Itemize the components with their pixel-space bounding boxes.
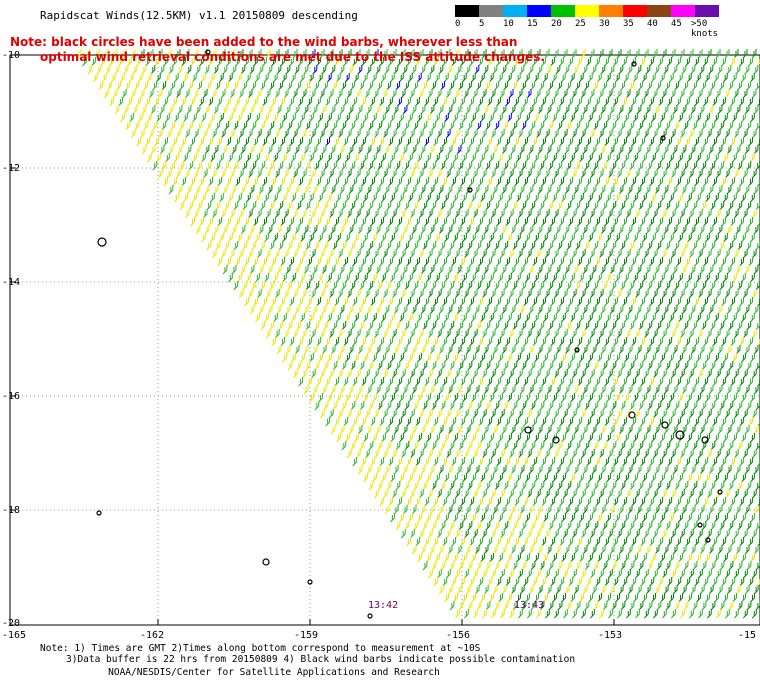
wind-speed-legend: 0 5 10 15 20 25 30 35 40 45 >50 knots — [455, 5, 719, 39]
wind-barb — [114, 105, 120, 115]
legend-swatch — [623, 5, 647, 17]
attitude-warning-note: Note: black circles have been added to t… — [10, 35, 570, 65]
lat-label-14s: -14 — [2, 277, 21, 288]
wind-barb — [190, 217, 195, 227]
legend-swatch — [647, 5, 671, 17]
wind-barb — [87, 65, 93, 75]
legend-swatch — [575, 5, 599, 17]
wind-barb — [98, 81, 104, 91]
lon-label-150w: -15 — [738, 630, 757, 641]
lon-label-162w: -162 — [140, 630, 165, 641]
wind-barb — [82, 57, 87, 67]
legend-label: 45 — [671, 19, 682, 29]
legend-swatch — [455, 5, 479, 17]
legend-label: >50 knots — [691, 19, 719, 39]
wind-barb — [76, 49, 82, 59]
legend-label: 30 — [599, 19, 610, 29]
wind-barb — [157, 169, 163, 179]
legend-label: 10 — [503, 19, 514, 29]
wind-barb — [152, 161, 158, 171]
legend-swatch — [527, 5, 551, 17]
legend-label: 40 — [647, 19, 658, 29]
lon-label-156w: -156 — [446, 630, 471, 641]
footer-credit: NOAA/NESDIS/Center for Satellite Applica… — [108, 667, 440, 678]
legend-label: 25 — [575, 19, 586, 29]
legend-swatch — [551, 5, 575, 17]
legend-label: 20 — [551, 19, 562, 29]
lon-label-153w: -153 — [598, 630, 623, 641]
lat-label-18s: -18 — [2, 505, 21, 516]
wind-barb — [184, 209, 190, 219]
wind-barb — [109, 97, 114, 107]
legend-swatch — [479, 5, 503, 17]
legend-swatch — [671, 5, 695, 17]
wind-barbs — [76, 49, 760, 619]
wind-barb — [119, 113, 125, 123]
wind-barb — [125, 121, 131, 131]
lon-label-159w: -159 — [294, 630, 319, 641]
legend-swatch — [503, 5, 527, 17]
lat-label-10s: -10 — [2, 50, 21, 61]
wind-barb — [173, 193, 179, 203]
wind-barb — [92, 73, 98, 83]
footer-note-line-2: 3)Data buffer is 22 hrs from 20150809 4)… — [66, 654, 576, 665]
note-line-2: optimal wind retrieval conditions are me… — [40, 50, 545, 64]
wind-barb — [168, 185, 174, 195]
legend-label: 0 — [455, 19, 461, 29]
legend-swatch — [695, 5, 719, 17]
wind-barb — [103, 89, 109, 99]
legend-labels: 0 5 10 15 20 25 30 35 40 45 >50 knots — [455, 17, 719, 39]
legend-label: 35 — [623, 19, 634, 29]
legend-color-bar — [455, 5, 719, 17]
wind-barb — [179, 201, 185, 211]
map-frame — [9, 54, 760, 626]
legend-swatch — [599, 5, 623, 17]
wind-barb — [163, 177, 168, 187]
wind-barb — [130, 129, 136, 139]
wind-barb — [141, 145, 147, 155]
legend-label: 5 — [479, 19, 485, 29]
map-title: Rapidscat Winds(12.5KM) v1.1 20150809 de… — [40, 9, 358, 22]
lon-label-165w: -165 — [2, 630, 27, 641]
wind-barb — [146, 153, 152, 163]
footer-note-line-1: Note: 1) Times are GMT 2)Times along bot… — [40, 643, 481, 654]
pass-time-label: 13:42 — [368, 600, 399, 611]
legend-label: 15 — [527, 19, 538, 29]
lat-label-20s: -20 — [2, 618, 21, 629]
lat-label-16s: -16 — [2, 391, 21, 402]
pass-time-label: 13:43 — [514, 600, 545, 611]
note-line-1: Note: black circles have been added to t… — [10, 35, 518, 49]
wind-barb — [136, 137, 141, 147]
lat-label-12s: -12 — [2, 163, 21, 174]
